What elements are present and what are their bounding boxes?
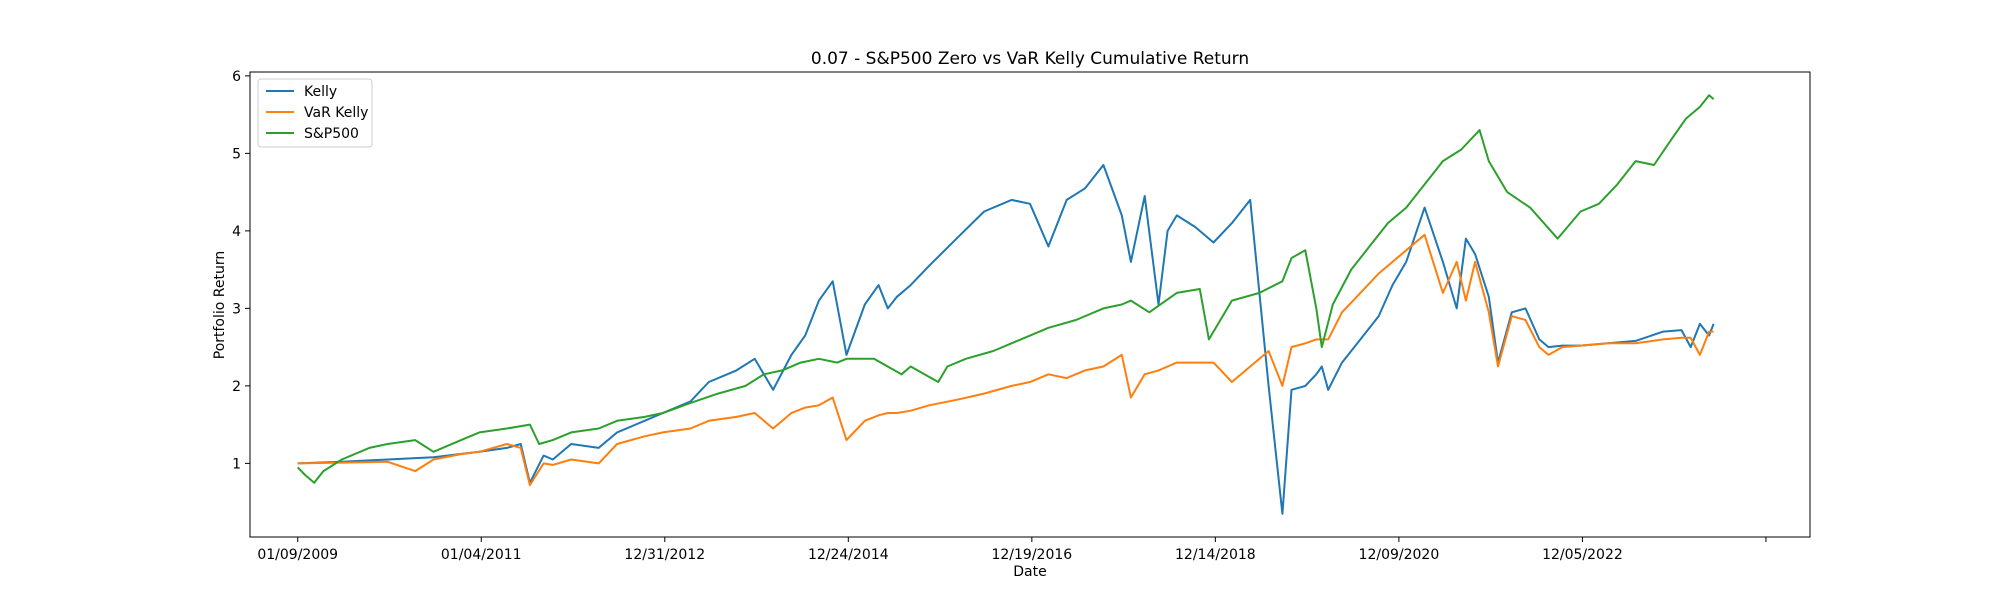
legend: Kelly VaR Kelly S&P500 [257, 78, 373, 148]
y-tick-label: 4 [232, 224, 241, 240]
series-line-1 [297, 233, 1714, 487]
series-layer [296, 94, 1715, 515]
legend-box [257, 78, 373, 148]
x-tick-label: 12/05/2022 [1542, 547, 1623, 563]
y-tick-label: 2 [232, 379, 241, 395]
x-axis-label: Date [1013, 564, 1046, 580]
x-tick-label: 12/14/2018 [1175, 547, 1256, 563]
series-line-2 [296, 94, 1715, 484]
x-tick-label: 12/19/2016 [991, 547, 1072, 563]
y-axis: 1 2 3 4 5 6 [232, 69, 250, 472]
chart-title: 0.07 - S&P500 Zero vs VaR Kelly Cumulati… [811, 49, 1249, 69]
legend-entries: Kelly VaR Kelly S&P500 [266, 84, 368, 142]
legend-label-1: VaR Kelly [304, 105, 368, 121]
x-axis: 01/09/2009 01/04/2011 12/31/2012 12/24/2014… [257, 537, 1767, 563]
x-tick-label: 01/04/2011 [441, 547, 522, 563]
y-tick-label: 5 [232, 146, 241, 162]
x-tick-label: 12/24/2014 [808, 547, 889, 563]
x-tick-label: 12/09/2020 [1359, 547, 1440, 563]
x-tick-label: 12/31/2012 [624, 547, 705, 563]
legend-label-2: S&P500 [304, 126, 359, 142]
y-tick-label: 6 [232, 69, 241, 85]
y-axis-label: Portfolio Return [212, 251, 228, 360]
plot-frame [249, 71, 1811, 538]
series-line-0 [297, 164, 1715, 515]
y-tick-label: 3 [232, 301, 241, 317]
legend-label-0: Kelly [304, 84, 337, 100]
x-tick-label: 01/09/2009 [257, 547, 338, 563]
y-tick-label: 1 [232, 456, 241, 472]
